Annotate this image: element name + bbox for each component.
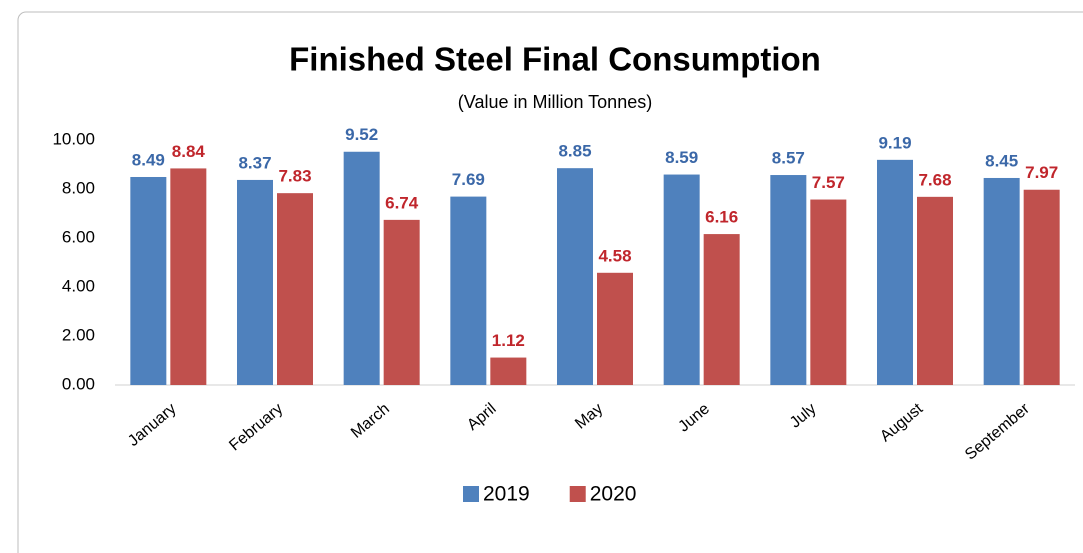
data-label: 8.49 [132,150,165,169]
chart-title: Finished Steel Final Consumption [289,41,821,78]
data-label: 6.16 [705,208,738,227]
data-label: 7.57 [812,173,845,192]
legend-swatch [463,486,479,502]
y-tick-label: 6.00 [62,227,95,246]
data-label: 8.59 [665,148,698,167]
y-tick-label: 8.00 [62,178,95,197]
bar [130,176,167,385]
bar [450,196,487,385]
bar [983,177,1020,385]
y-tick-label: 0.00 [62,374,95,393]
data-label: 8.84 [172,142,206,161]
y-tick-label: 2.00 [62,325,95,344]
bar [663,174,700,385]
y-tick-label: 4.00 [62,276,95,295]
bar [597,272,633,385]
legend-label: 2020 [590,483,637,506]
bar [383,219,420,385]
chart-frame [17,11,1083,553]
data-label: 1.12 [492,331,525,350]
data-label: 9.19 [878,133,911,152]
data-label: 7.69 [452,170,485,189]
bar [917,196,953,385]
bar [237,179,273,385]
data-label: 8.45 [985,151,1018,170]
legend-label: 2019 [483,483,530,506]
chart-subtitle: (Value in Million Tonnes) [458,92,652,112]
bar [770,175,807,385]
bar [170,168,207,385]
data-label: 8.37 [238,153,271,172]
bar [557,168,593,385]
bar [490,357,527,385]
data-label: 7.68 [918,170,951,189]
legend-swatch [569,486,586,502]
bar [877,159,913,385]
data-label: 7.97 [1025,163,1058,182]
bar [277,193,313,385]
data-label: 4.58 [598,246,631,265]
bar [1023,189,1060,385]
data-label: 9.52 [345,125,378,144]
data-label: 8.57 [772,149,805,168]
data-label: 7.83 [278,167,311,186]
data-label: 8.85 [558,142,591,161]
y-tick-label: 10.00 [52,129,95,148]
bar [810,199,847,385]
data-label: 6.74 [385,193,419,212]
bar [703,234,740,385]
bar [343,151,380,385]
